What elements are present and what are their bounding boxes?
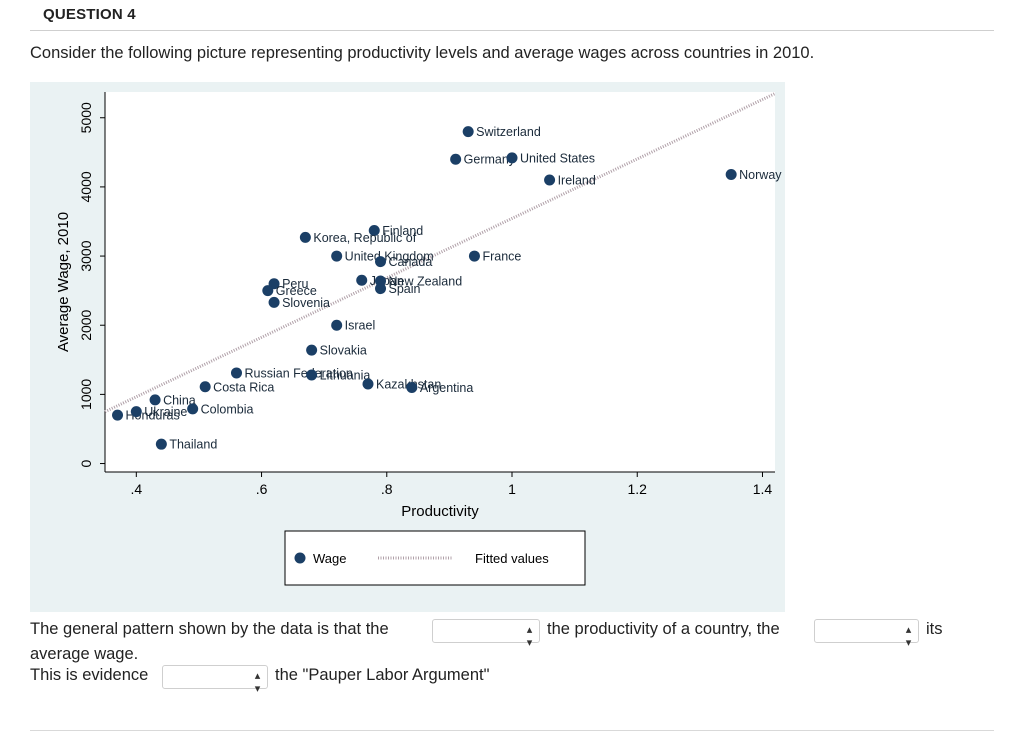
divider: [30, 30, 994, 31]
point-label: Russian Federation: [244, 366, 352, 380]
data-point: [331, 319, 343, 331]
x-tick-label: .4: [130, 481, 142, 497]
x-tick-label: 1.2: [628, 481, 648, 497]
legend-label-fit: Fitted values: [475, 551, 549, 566]
data-point: [149, 394, 161, 406]
data-point: [331, 250, 343, 262]
y-tick-label: 3000: [78, 240, 94, 271]
data-point: [299, 231, 311, 243]
data-point: [268, 296, 280, 308]
data-point: [155, 438, 167, 450]
data-point: [262, 285, 274, 297]
point-label: Colombia: [201, 402, 254, 416]
x-tick-label: .8: [381, 481, 393, 497]
point-label: United States: [520, 151, 595, 165]
x-tick-label: .6: [256, 481, 268, 497]
point-label: Canada: [389, 255, 433, 269]
data-point: [356, 274, 368, 286]
point-label: Korea, Republic of: [313, 231, 416, 245]
data-point: [199, 381, 211, 393]
data-point: [450, 153, 462, 165]
y-tick-label: 4000: [78, 171, 94, 202]
data-point: [406, 381, 418, 393]
point-label: Switzerland: [476, 125, 541, 139]
answer-prefix-text: The general pattern shown by the data is…: [30, 620, 389, 638]
point-label: Finland: [382, 224, 423, 238]
point-label: France: [482, 250, 521, 264]
y-tick-label: 1000: [78, 379, 94, 410]
data-point: [506, 152, 518, 164]
fitted-line: [104, 92, 776, 414]
point-label: Spain: [389, 282, 421, 296]
answer-line-2: average wage.: [30, 645, 139, 663]
point-label: United Kingdom: [345, 250, 434, 264]
divider: [30, 730, 994, 731]
evidence-suffix-text: the "Pauper Labor Argument": [275, 666, 490, 684]
y-tick-label: 0: [78, 459, 94, 467]
plot-area: [105, 92, 775, 472]
question-title: QUESTION 4: [43, 6, 136, 23]
legend-marker-wage: [294, 552, 306, 564]
point-label: Costa Rica: [213, 380, 274, 394]
point-label: China: [163, 393, 196, 407]
select-arrows-icon: ▴▾: [251, 669, 263, 695]
data-point: [468, 250, 480, 262]
data-point: [375, 275, 387, 287]
data-point: [368, 224, 380, 236]
point-label: Thailand: [169, 438, 217, 452]
point-label: Israel: [345, 319, 376, 333]
answer-mid-text: the productivity of a country, the: [547, 620, 780, 638]
y-tick-label: 2000: [78, 309, 94, 340]
question-prompt: Consider the following picture represent…: [30, 44, 815, 62]
y-axis-title: Average Wage, 2010: [55, 212, 72, 352]
scatter-chart-svg: 0 1000 2000 3000 4000 5000 Average Wage, 2010.…: [55, 92, 782, 586]
legend-box: [284, 530, 586, 586]
pattern-dropdown-2[interactable]: ▴▾: [814, 619, 919, 649]
data-point: [187, 403, 199, 415]
point-label: Ireland: [558, 173, 596, 187]
data-point: [112, 409, 124, 421]
answer-line-3: This is evidence: [30, 666, 148, 685]
data-point: [725, 168, 737, 180]
x-tick-label: 1.4: [753, 481, 773, 497]
point-label: Germany: [464, 153, 516, 167]
data-point: [375, 256, 387, 268]
data-point: [462, 126, 474, 138]
point-label: Lithuania: [320, 369, 371, 383]
select-arrows-icon: ▴▾: [902, 623, 914, 649]
x-tick-label: 1: [508, 481, 516, 497]
data-point: [230, 367, 242, 379]
point-label: Ukraine: [144, 405, 187, 419]
answer-suffix-text: its: [926, 620, 943, 638]
data-point: [306, 344, 318, 356]
answer-line-1: The general pattern shown by the data is…: [30, 620, 389, 639]
evidence-dropdown[interactable]: ▴▾: [162, 665, 268, 695]
data-point: [375, 283, 387, 295]
evidence-prefix-text: This is evidence: [30, 666, 149, 684]
legend-label-wage: Wage: [313, 551, 346, 566]
pattern-dropdown-1[interactable]: ▴▾: [432, 619, 540, 649]
point-label: Peru: [282, 277, 308, 291]
point-label: Slovenia: [282, 296, 330, 310]
select-arrows-icon: ▴▾: [523, 623, 535, 649]
data-point: [130, 406, 142, 418]
point-label: Argentina: [420, 381, 474, 395]
y-tick-label: 5000: [78, 102, 94, 133]
point-label: New Zealand: [389, 274, 463, 288]
point-label: Slovakia: [320, 344, 367, 358]
scatter-chart: 0 1000 2000 3000 4000 5000 Average Wage, 2010.…: [30, 82, 785, 612]
x-axis-title: Productivity: [401, 503, 479, 520]
point-label: Norway: [739, 168, 782, 182]
data-point: [362, 378, 374, 390]
data-point: [306, 369, 318, 381]
data-point: [544, 174, 556, 186]
point-label: Greece: [276, 284, 317, 298]
